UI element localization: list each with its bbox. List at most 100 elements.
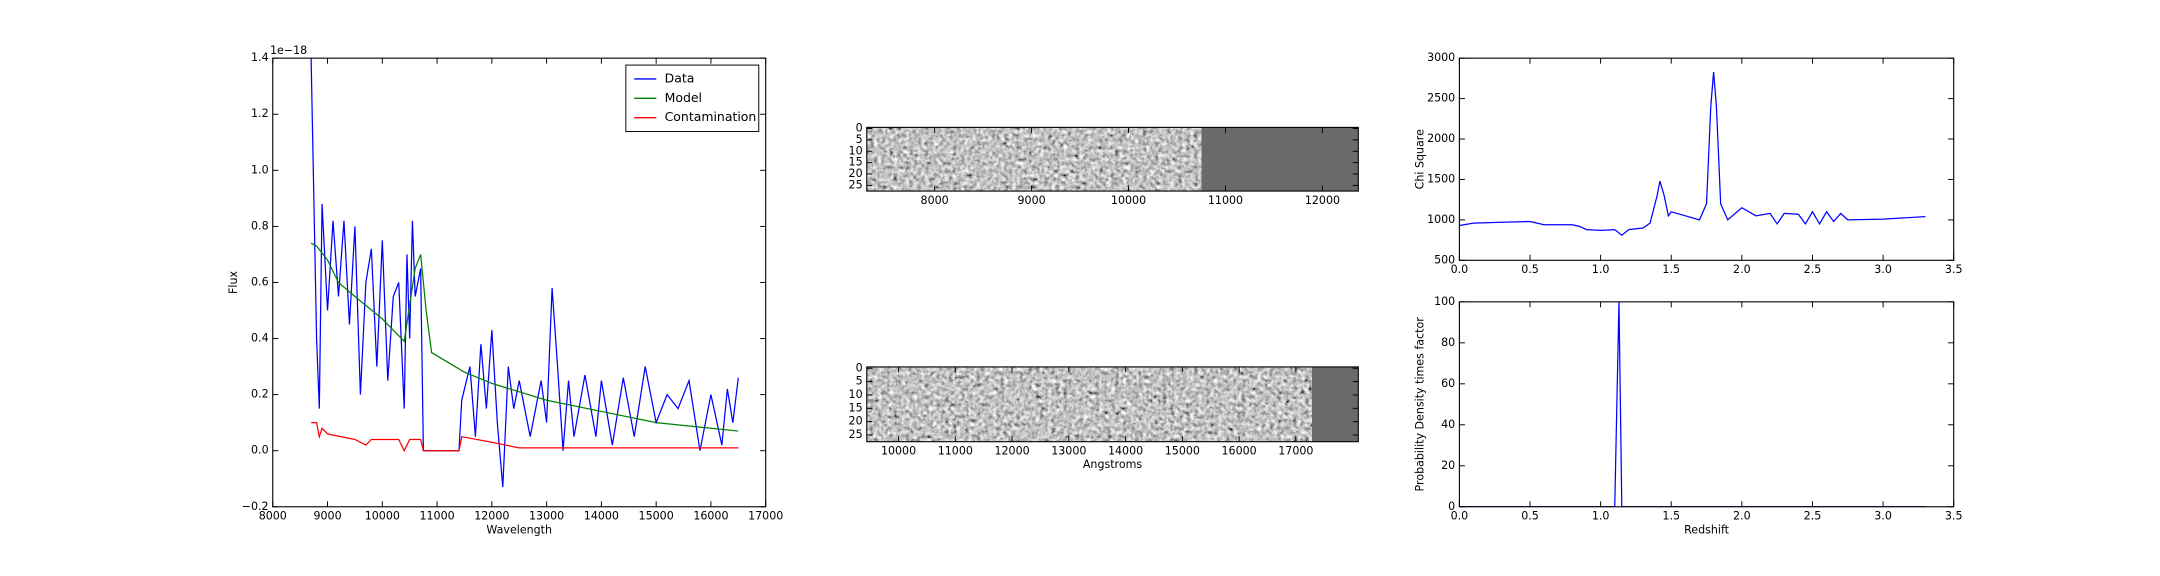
y-tick-label: 5 [856,133,863,146]
x-tick-label: 9000 [1018,194,1046,207]
series-line [310,58,739,488]
axes-frame [1458,301,1955,508]
y-tick-label: 1.4 [251,51,269,64]
legend-label: Data [665,70,695,85]
y-tick-label: 0.8 [251,219,269,232]
x-tick-label: 12000 [994,444,1029,457]
y-tick-label: 20 [1441,459,1455,472]
x-axis-label: Angstroms [1083,458,1143,471]
axes-frame [1458,57,1955,261]
y-tick-label: 20 [849,415,863,428]
y-axis-label: Probability Density times factor [1414,317,1427,492]
y-tick-label: 15 [849,156,863,169]
x-tick-label: 12000 [1305,194,1340,207]
x-tick-label: 3.0 [1874,263,1892,276]
y-tick-label: 3000 [1427,51,1455,64]
x-tick-label: 10000 [365,509,400,522]
y-tick-label: 0 [1448,500,1455,513]
x-tick-label: 15000 [639,509,674,522]
x-tick-label: 2.5 [1804,263,1822,276]
x-tick-label: 1.5 [1662,263,1680,276]
x-tick-label: 10000 [1111,194,1146,207]
x-tick-label: 2.0 [1733,263,1751,276]
x-tick-label: 3.5 [1945,509,1963,522]
y-axis-label: Chi Square [1414,129,1427,189]
y-tick-label: 25 [849,428,863,441]
x-tick-label: 11000 [419,509,454,522]
y-tick-label: 10 [849,388,863,401]
y-tick-label: 1.2 [251,107,269,120]
axes-frame [866,366,1359,443]
x-tick-label: 16000 [693,509,728,522]
x-tick-label: 1.0 [1592,263,1610,276]
x-tick-label: 16000 [1222,444,1257,457]
y-tick-label: 0 [856,361,863,374]
x-tick-label: 3.5 [1945,263,1963,276]
x-axis-label: Redshift [1684,523,1730,536]
x-tick-label: 15000 [1165,444,1200,457]
x-tick-label: 11000 [938,444,973,457]
x-tick-label: 17000 [748,509,783,522]
y-tick-label: 40 [1441,418,1455,431]
legend: Data Model Contamination [625,64,760,133]
x-tick-label: 0.0 [1451,263,1469,276]
y-tick-label: 2000 [1427,132,1455,145]
x-tick-label: 0.0 [1451,509,1469,522]
y-tick-label: −0.2 [242,500,269,513]
axes: 0.0 0.5 1.0 1.5 2.0 2.5 3.0 3.5 500 1000 1500 2000 2… [1414,51,1963,276]
x-tick-label: 0.5 [1521,263,1539,276]
series-line [1459,301,1926,507]
x-tick-label: 9000 [313,509,341,522]
x-tick-label: 2.5 [1804,509,1822,522]
plot-area [1459,71,1926,237]
y-tick-label: 60 [1441,377,1455,390]
series-line [310,242,739,432]
x-tick-label: 12000 [474,509,509,522]
x-tick-label: 1.0 [1592,509,1610,522]
x-tick-label: 10000 [881,444,916,457]
y-tick-label: 1.0 [251,163,269,176]
x-tick-label: 17000 [1278,444,1313,457]
y-tick-label: 5 [856,375,863,388]
y-tick-label: 0.6 [251,275,269,288]
axes-frame [866,126,1359,192]
x-tick-label: 8000 [259,509,287,522]
x-axis-label: Wavelength [486,523,552,536]
plot-area [310,58,739,488]
y-tick-label: 0.2 [251,388,269,401]
y-tick-label: 1000 [1427,213,1455,226]
y-tick-label: 10 [849,144,863,157]
x-tick-label: 0.5 [1521,509,1539,522]
y-tick-label: 80 [1441,336,1455,349]
x-tick-label: 14000 [584,509,619,522]
x-tick-label: 11000 [1208,194,1243,207]
x-tick-label: 13000 [1051,444,1086,457]
axes: 0.0 0.5 1.0 1.5 2.0 2.5 3.0 3.5 0 20 40 60 80 100 Reds… [1414,295,1963,536]
x-tick-label: 3.0 [1874,509,1892,522]
series-line [311,422,739,453]
y-tick-label: 20 [849,167,863,180]
y-tick-label: 0.4 [251,332,269,345]
y-tick-label: 500 [1434,253,1455,266]
y-tick-label: 0.0 [251,444,269,457]
plot-area [1459,301,1926,507]
y-tick-label: 2500 [1427,92,1455,105]
axes: 8000 9000 10000 11000 12000 13000 14000 15000 16… [227,44,783,536]
x-tick-label: 14000 [1108,444,1143,457]
offset-text: 1e−18 [270,44,307,57]
y-tick-label: 0 [856,122,863,135]
spectrum-image [866,127,1202,192]
y-axis-label: Flux [227,271,240,294]
y-tick-label: 25 [849,178,863,191]
x-tick-label: 13000 [529,509,564,522]
legend-label: Contamination [665,109,757,124]
x-tick-label: 2.0 [1733,509,1751,522]
x-tick-label: 1.5 [1662,509,1680,522]
series-line [1459,71,1926,237]
axes: 10000 11000 12000 13000 14000 15000 16000 17000… [849,361,1359,471]
x-tick-label: 8000 [921,194,949,207]
legend-label: Model [665,90,702,105]
y-tick-label: 1500 [1427,172,1455,185]
